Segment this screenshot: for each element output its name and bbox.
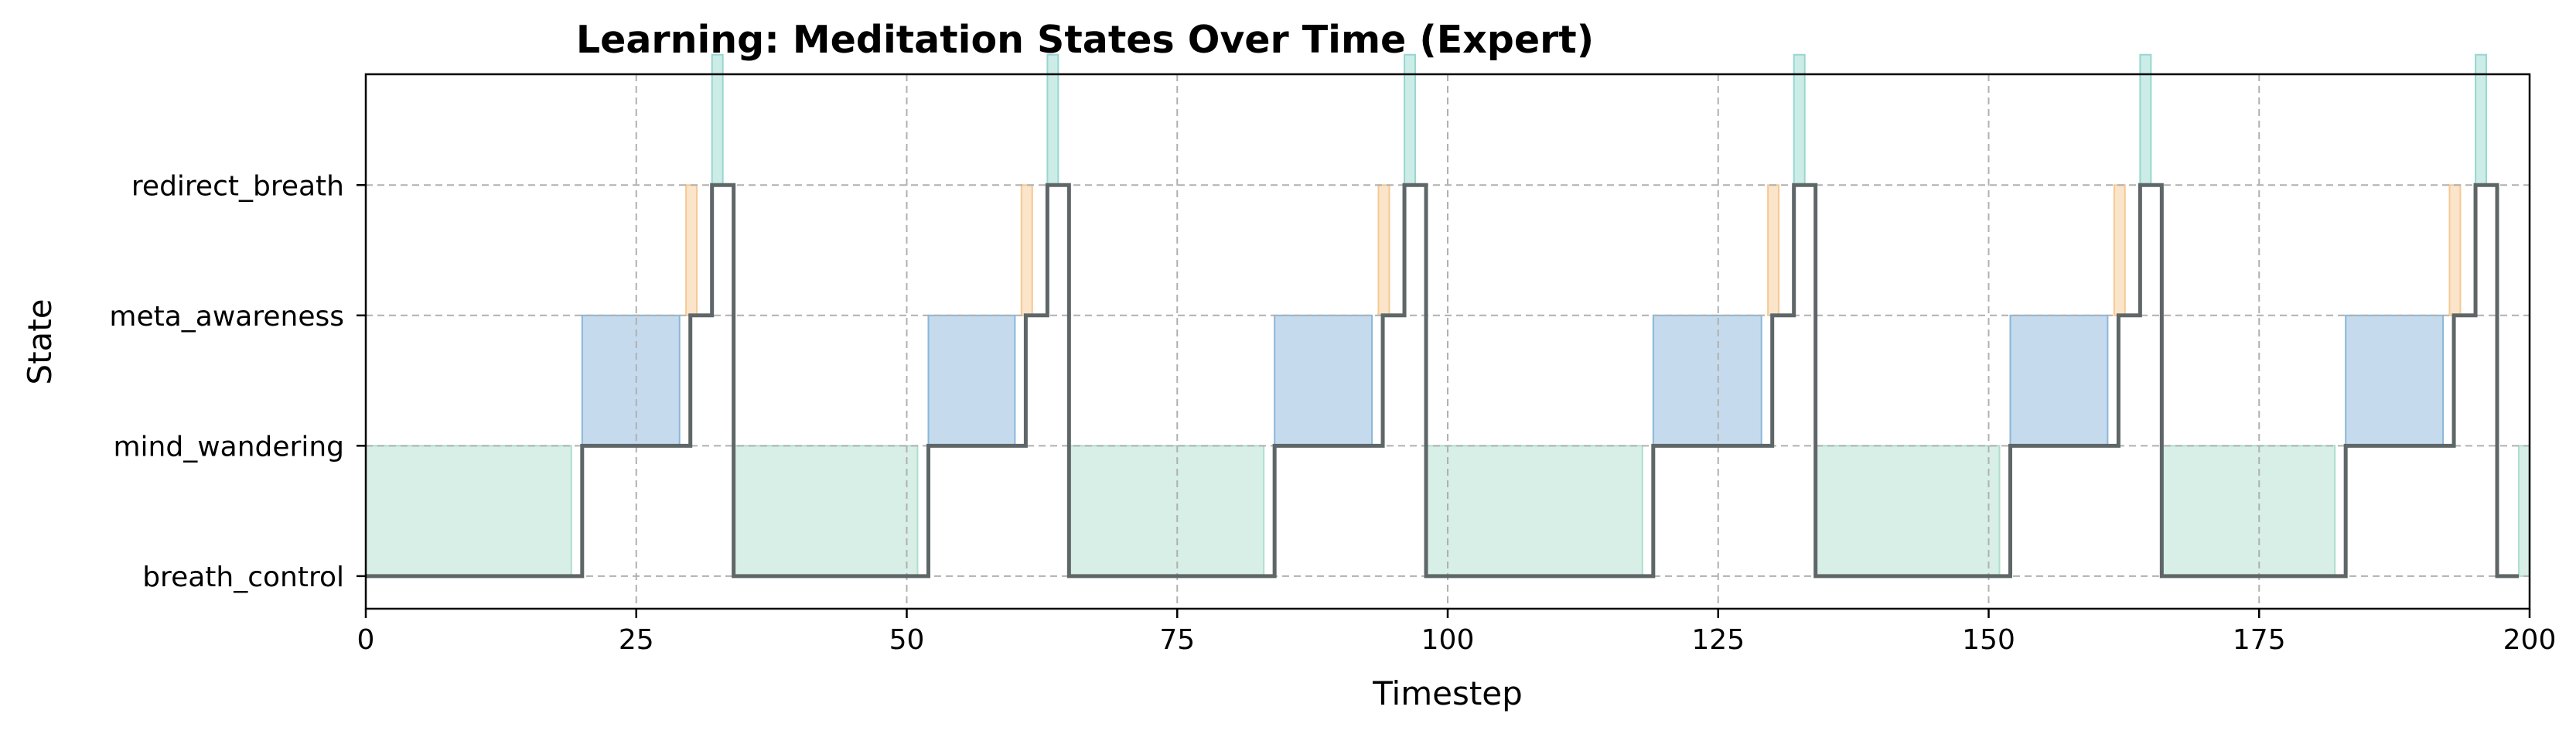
state-region-24 [2518, 445, 2531, 577]
state-region-12 [1425, 445, 1643, 577]
x-tick-label-4: 100 [1421, 624, 1475, 656]
state-region-2 [685, 184, 698, 316]
y-tick-label-meta_awareness: meta_awareness [109, 301, 344, 333]
shaded-regions [365, 53, 2531, 577]
state-region-16 [1814, 445, 2001, 577]
state-region-17 [2009, 314, 2109, 447]
chart-title: Learning: Meditation States Over Time (E… [576, 18, 1594, 62]
state-region-9 [1274, 314, 1373, 447]
state-region-10 [1377, 184, 1390, 316]
state-step-line [366, 183, 2520, 579]
y-tick-label-breath_control: breath_control [142, 562, 344, 593]
x-tick-label-8: 200 [2503, 624, 2557, 656]
state-region-22 [2448, 184, 2462, 316]
x-tick-label-1: 25 [619, 624, 654, 656]
x-axis-ticks: 0 25 50 75 100 125 150 175 200 [357, 609, 2557, 656]
state-region-4 [732, 445, 919, 577]
state-region-14 [1767, 184, 1780, 316]
y-axis-label: State [21, 299, 59, 384]
state-region-21 [2345, 314, 2445, 447]
state-region-18 [2113, 184, 2126, 316]
y-tick-label-mind_wandering: mind_wandering [113, 431, 344, 463]
x-tick-label-7: 175 [2233, 624, 2286, 656]
state-region-5 [927, 314, 1016, 447]
state-region-13 [1652, 314, 1762, 447]
x-tick-label-6: 150 [1962, 624, 2015, 656]
y-axis-ticks: breath_control mind_wandering meta_awarene… [109, 170, 366, 593]
state-region-6 [1020, 184, 1033, 316]
x-tick-label-2: 50 [889, 624, 925, 656]
y-tick-label-redirect_breath: redirect_breath [131, 170, 344, 202]
state-region-1 [581, 314, 681, 447]
x-tick-label-3: 75 [1159, 624, 1195, 656]
state-region-8 [1068, 445, 1265, 577]
x-axis-label: Timestep [1372, 674, 1523, 712]
state-region-0 [365, 445, 572, 577]
x-tick-label-0: 0 [357, 624, 375, 656]
x-tick-label-5: 125 [1691, 624, 1745, 656]
state-region-20 [2161, 445, 2336, 577]
